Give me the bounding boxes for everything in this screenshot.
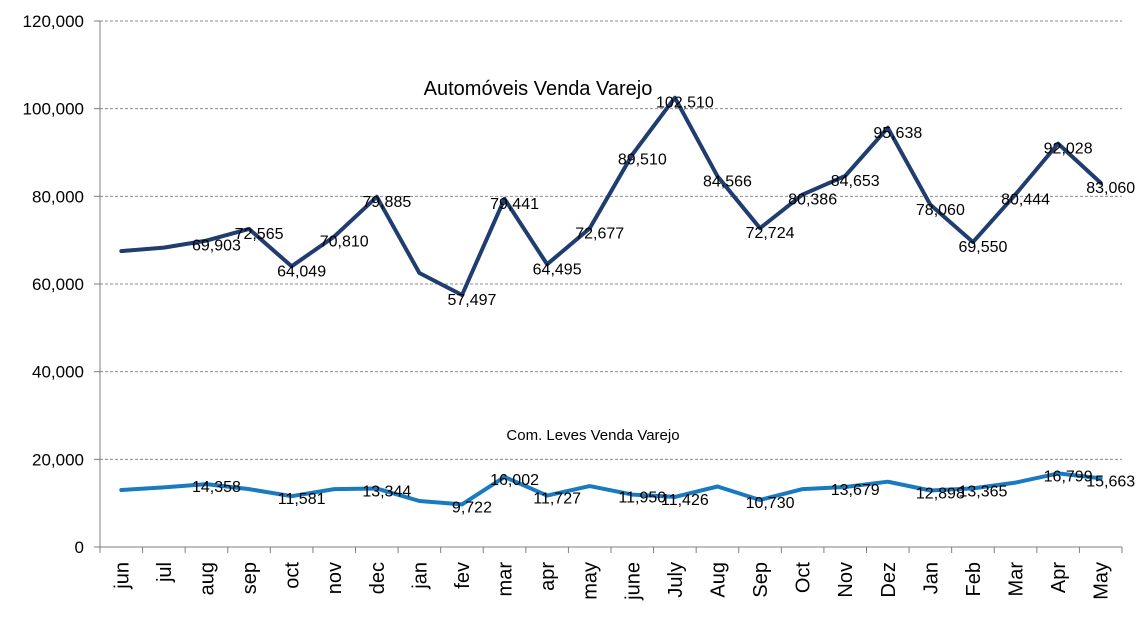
data-label: 15,663	[1086, 473, 1135, 490]
gridlines	[100, 20, 1122, 460]
x-tick-label: nov	[324, 562, 346, 594]
data-label: 70,810	[320, 234, 369, 251]
y-tick-label: 120,000	[23, 12, 84, 31]
x-tick-label: Aug	[707, 562, 729, 598]
data-label: 72,724	[746, 225, 795, 242]
data-label: 78,060	[916, 202, 965, 219]
data-label: 14,358	[192, 479, 241, 496]
x-tick-label: July	[665, 562, 687, 598]
data-label: 13,679	[831, 482, 880, 499]
x-tick-label: Dez	[878, 562, 900, 598]
data-label: 13,365	[958, 483, 1007, 500]
x-tick-label: Sep	[750, 562, 772, 598]
x-tick-label: Apr	[1048, 562, 1070, 593]
data-label: 80,386	[788, 192, 837, 209]
data-label: 79,885	[362, 194, 411, 211]
x-tick-label: jan	[409, 562, 431, 590]
data-label: 10,730	[746, 495, 795, 512]
x-axis-ticks: jun jul aug sep oct nov dec jan fev mar apr may june…	[99, 547, 1123, 601]
series-line-com-leves	[119, 471, 1103, 507]
x-tick-label: Feb	[963, 562, 985, 596]
x-tick-label: sep	[239, 562, 261, 594]
data-label: 11,581	[278, 491, 326, 508]
series-titles: Automóveis Venda Varejo Com. Leves Venda…	[424, 78, 680, 444]
x-tick-label: may	[580, 562, 602, 600]
data-label: 72,565	[235, 226, 284, 243]
data-label: 72,677	[575, 225, 624, 242]
data-label: 64,049	[277, 263, 326, 280]
data-label: 84,566	[703, 173, 752, 190]
data-label: 12,898	[916, 485, 965, 502]
y-tick-label: 40,000	[32, 363, 84, 382]
y-tick-label: 80,000	[32, 187, 84, 206]
y-axis-ticks: 0 20,000 40,000 60,000 80,000 100,000 120,000	[23, 12, 100, 557]
data-label: 102,510	[656, 95, 714, 112]
x-tick-label: Jan	[920, 562, 942, 594]
x-tick-label: dec	[367, 562, 389, 594]
series-title-automoveis: Automóveis Venda Varejo	[424, 78, 653, 100]
y-tick-label: 20,000	[32, 450, 84, 469]
x-tick-label: apr	[537, 562, 559, 591]
x-tick-label: May	[1091, 562, 1113, 600]
data-label: 64,495	[533, 261, 582, 278]
y-tick-label: 60,000	[32, 275, 84, 294]
data-label: 83,060	[1086, 180, 1135, 197]
x-tick-label: jun	[111, 562, 133, 590]
x-tick-label: aug	[196, 562, 218, 595]
data-label: 69,550	[958, 239, 1007, 256]
y-tick-label: 100,000	[23, 100, 84, 119]
series-lines	[119, 95, 1103, 507]
x-tick-label: Oct	[793, 562, 815, 594]
series-title-com-leves: Com. Leves Venda Varejo	[506, 427, 679, 444]
y-tick-label: 0	[75, 538, 84, 557]
x-tick-label: Nov	[835, 562, 857, 598]
data-label: 92,028	[1044, 141, 1093, 158]
data-label: 13,344	[362, 484, 411, 501]
data-label: 69,903	[192, 238, 241, 255]
data-label: 11,727	[533, 491, 581, 508]
data-label: 80,444	[1001, 191, 1050, 208]
series-line-automoveis	[119, 95, 1103, 297]
data-label: 57,497	[447, 292, 496, 309]
data-label: 16,002	[490, 472, 539, 489]
x-tick-label: fev	[452, 562, 474, 589]
data-label: 16,799	[1044, 468, 1093, 485]
data-label: 89,510	[618, 152, 667, 169]
data-label: 84,653	[831, 173, 880, 190]
data-label: 11,950	[618, 490, 666, 507]
x-tick-label: oct	[282, 562, 304, 589]
data-label: 9,722	[452, 499, 492, 516]
data-label: 95,638	[873, 125, 922, 142]
x-tick-label: jul	[154, 562, 176, 583]
x-tick-label: Mar	[1006, 562, 1028, 597]
data-label: 79,441	[490, 196, 539, 213]
x-tick-label: mar	[495, 562, 517, 597]
x-tick-label: june	[622, 562, 644, 601]
data-label: 11,426	[661, 492, 709, 509]
